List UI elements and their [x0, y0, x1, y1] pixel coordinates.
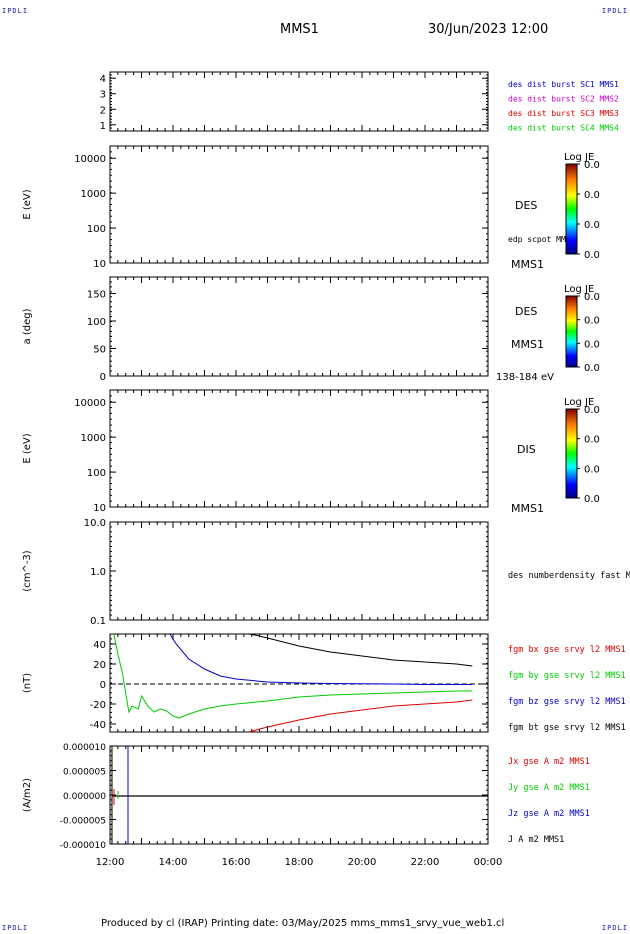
legend-entry: des dist burst SC1 MMS1 [508, 80, 619, 89]
legend-entry: fgm bx gse srvy l2 MMS1 [508, 645, 626, 655]
y-tick-label: 10 [93, 259, 106, 270]
colorbar-label: 0.0 [584, 494, 600, 505]
colorbar-label: 0.0 [584, 363, 600, 374]
y-tick-label: 0.000010 [63, 743, 106, 753]
series-line [169, 633, 473, 685]
spectro-label: MMS1 [511, 502, 544, 515]
legend-entry: J A m2 MMS1 [508, 835, 564, 845]
colorbar-label: 0.0 [584, 160, 600, 171]
y-tick-label: 20 [93, 660, 106, 671]
colorbar-label: 0.0 [584, 435, 600, 446]
legend-entry: des dist burst SC4 MMS4 [508, 124, 619, 133]
footer-credit: Produced by cl (IRAP) Printing date: 03/… [101, 918, 505, 929]
y-axis-label: E (eV) [22, 433, 33, 463]
series-line [248, 633, 473, 667]
y-tick-label: -20 [90, 700, 106, 711]
panel-frame-dis-energy [109, 389, 489, 508]
spectro-label: 138-184 eV [496, 372, 554, 383]
y-tick-label: -40 [90, 720, 106, 731]
colorbar-title: Log JE [564, 397, 594, 408]
y-tick-label: 100 [87, 317, 106, 328]
spectro-label: MMS1 [511, 338, 544, 351]
corner-label-right: IPDLI [601, 7, 628, 15]
y-tick-label: 150 [87, 290, 106, 301]
y-axis-label: (nT) [22, 673, 33, 693]
y-tick-label: 50 [93, 345, 106, 356]
y-tick-label: 100 [87, 468, 106, 479]
spectro-label: DES [515, 199, 537, 212]
legend-entry: Jy gse A m2 MMS1 [508, 783, 590, 793]
x-tick-label: 22:00 [411, 857, 440, 868]
legend-entry: des numberdensity fast M [508, 571, 630, 581]
colorbar-title: Log JE [564, 284, 594, 295]
legend-entry: fgm bz gse srvy l2 MMS1 [508, 697, 626, 707]
colorbar-label: 0.0 [584, 190, 600, 201]
colorbar-label: 0.0 [584, 405, 600, 416]
y-tick-label: 40 [93, 640, 106, 651]
y-tick-label: 10.0 [84, 518, 106, 529]
y-tick-label: 0.1 [90, 616, 106, 627]
spectro-label: MMS1 [511, 258, 544, 271]
legend-entry: des dist burst SC3 MMS3 [508, 109, 619, 118]
y-tick-label: 1 [100, 121, 106, 132]
y-tick-label: 100 [87, 224, 106, 235]
y-tick-label: 2 [100, 105, 106, 116]
datetime-title: 30/Jun/2023 12:00 [428, 22, 549, 37]
x-tick-label: 12:00 [96, 857, 125, 868]
colorbar-label: 0.0 [584, 464, 600, 475]
colorbar-title: Log JE [564, 152, 594, 163]
colorbar-label: 0.0 [584, 339, 600, 350]
y-tick-label: 0 [100, 372, 106, 383]
corner-label-bottom-left: IPDLI [2, 924, 29, 932]
y-tick-label: 1000 [81, 189, 106, 200]
y-tick-label: 0.000005 [63, 768, 106, 778]
spacecraft-title: MMS1 [280, 22, 319, 37]
y-axis-label: a (deg) [22, 308, 33, 344]
y-tick-label: 1000 [81, 433, 106, 444]
y-axis-label: (cm^-3) [22, 550, 33, 591]
y-tick-label: 0 [100, 680, 106, 691]
legend-entry: fgm bt gse srvy l2 MMS1 [508, 723, 626, 733]
series-line [248, 699, 473, 733]
colorbar-label: 0.0 [584, 292, 600, 303]
x-tick-label: 14:00 [159, 857, 188, 868]
x-tick-label: 20:00 [348, 857, 377, 868]
x-tick-label: 00:00 [474, 857, 503, 868]
colorbar [565, 295, 578, 368]
y-axis-label: (A/m2) [22, 778, 33, 812]
y-tick-label: 4 [100, 74, 106, 85]
panel-frame-des-energy [109, 145, 489, 264]
colorbar-label: 0.0 [584, 316, 600, 327]
legend-entry: Jx gse A m2 MMS1 [508, 757, 590, 767]
panel-frame-density [109, 521, 489, 621]
legend-entry: des dist burst SC2 MMS2 [508, 95, 619, 104]
y-tick-label: 0.000000 [63, 792, 106, 802]
x-tick-label: 18:00 [285, 857, 314, 868]
y-tick-label: 10000 [74, 154, 106, 165]
spectro-label: edp scpot MMS1 [508, 235, 576, 244]
colorbar-label: 0.0 [584, 220, 600, 231]
y-tick-label: -0.000010 [60, 841, 106, 851]
spectro-label: DIS [517, 443, 536, 456]
legend-entry: fgm by gse srvy l2 MMS1 [508, 671, 626, 681]
y-tick-label: 1.0 [90, 567, 106, 578]
series-line [113, 633, 473, 719]
y-tick-label: 10 [93, 503, 106, 514]
panel-frame-burst [109, 71, 489, 132]
colorbar [565, 163, 578, 255]
y-axis-label: E (eV) [22, 189, 33, 219]
x-tick-label: 16:00 [222, 857, 251, 868]
legend-entry: Jz gse A m2 MMS1 [508, 809, 590, 819]
y-tick-label: 10000 [74, 398, 106, 409]
spectro-label: DES [515, 305, 537, 318]
panel-frame-des-pitch [109, 276, 489, 377]
panel-frame-current [109, 745, 489, 845]
corner-label-bottom-right: IPDLI [601, 924, 628, 932]
corner-label-left: IPDLI [2, 7, 29, 15]
colorbar-label: 0.0 [584, 250, 600, 261]
y-tick-label: 3 [100, 90, 106, 101]
y-tick-label: -0.000005 [60, 817, 106, 827]
colorbar [565, 408, 578, 499]
